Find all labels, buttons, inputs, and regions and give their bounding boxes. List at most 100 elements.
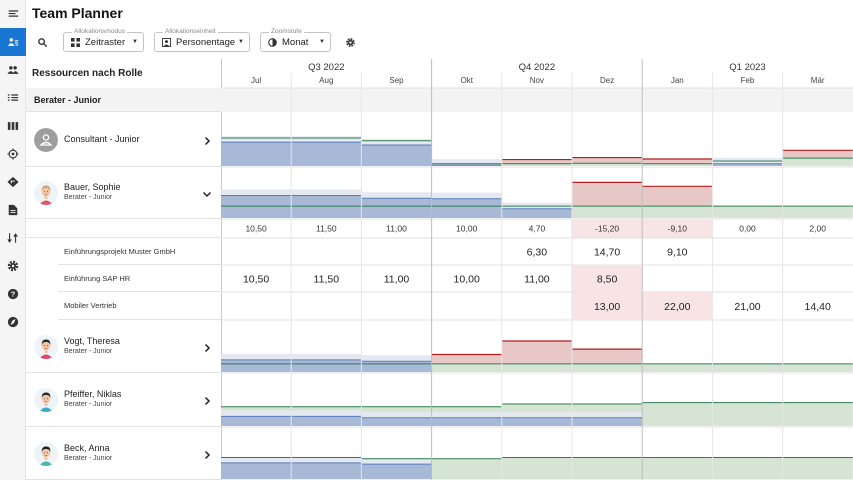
resource-role: Berater - Junior: [64, 401, 113, 408]
resource-role: Berater - Junior: [64, 454, 113, 462]
month-label: Dez: [600, 76, 614, 85]
resource-name: Vogt, Theresa: [64, 335, 120, 346]
chevron-right-icon[interactable]: [201, 134, 213, 146]
capacity-area: [642, 363, 713, 372]
assigned-buffer: [221, 353, 292, 360]
assigned-buffer: [501, 411, 572, 418]
overbooking-area: [572, 182, 643, 207]
project-row[interactable]: Mobiler Vertrieb: [58, 292, 221, 320]
resource-row[interactable]: Vogt, Theresa Berater - Junior: [26, 320, 221, 373]
allocation-value: 8,50: [597, 274, 618, 286]
resource-row[interactable]: Beck, Anna Berater - Junior: [26, 427, 221, 480]
allocation-mode-select[interactable]: Allokationsmodus Zeitraster ▼: [63, 27, 144, 52]
rail-button-gear[interactable]: [0, 252, 26, 280]
quarter-label: Q4 2022: [519, 62, 555, 73]
capacity-area: [712, 457, 783, 479]
assigned-buffer: [361, 411, 432, 418]
project-name: Einführung SAP HR: [64, 273, 131, 283]
quarter-label: Q1 2023: [729, 62, 765, 73]
rail-button-team-resources[interactable]: [0, 28, 26, 56]
project-row[interactable]: Einführung SAP HR: [58, 265, 221, 292]
assigned-area: [221, 142, 292, 166]
assigned-area: [431, 198, 502, 218]
assigned-buffer: [431, 411, 502, 418]
capacity-area: [712, 363, 783, 372]
zoom-select[interactable]: Zoomstufe Monat ▼: [260, 27, 331, 52]
month-label: Okt: [460, 76, 473, 85]
swap-icon: [7, 233, 18, 243]
assigned-area: [361, 417, 432, 426]
avatar: [34, 127, 58, 152]
rail-button-document[interactable]: [0, 196, 26, 224]
chevron-right-icon[interactable]: [201, 341, 213, 353]
resource-row[interactable]: Bauer, Sophie Berater - Junior: [26, 167, 221, 219]
assigned-buffer: [361, 458, 432, 465]
rail-button-people[interactable]: [0, 56, 26, 84]
avatar: [34, 388, 58, 412]
search-icon[interactable]: [33, 33, 51, 51]
resource-row[interactable]: Consultant - Junior: [26, 112, 221, 167]
capacity-area: [572, 163, 643, 166]
settings-gear-icon[interactable]: [341, 33, 359, 51]
month-label: Jul: [251, 76, 261, 85]
chevron-down-icon[interactable]: [201, 187, 213, 199]
assigned-buffer: [291, 136, 362, 143]
assigned-area: [221, 359, 292, 372]
month-label: Jan: [671, 76, 684, 85]
assigned-area: [291, 195, 362, 218]
allocation-value: 13,00: [594, 301, 620, 313]
assigned-area: [291, 359, 362, 372]
capacity-area: [572, 457, 643, 479]
resource-column: Ressourcen nach Rolle Berater - Junior C…: [26, 59, 221, 480]
negative-cell: [642, 219, 713, 238]
page-title: Team Planner: [32, 5, 123, 21]
rail-button-menu[interactable]: [0, 0, 26, 28]
resource-row[interactable]: Pfeiffer, Niklas Berater - Junior: [26, 373, 221, 427]
overbooked-cell: [642, 292, 713, 320]
timeline-grid: Q3 2022 Q4 2022 Q1 2023 Jul Aug Sep Okt Nov Dez J…: [221, 59, 853, 480]
negative-cell: [572, 219, 643, 238]
allocation-unit-select[interactable]: Allokationseinheit Personentage ▼: [154, 27, 250, 52]
chevron-down-icon: ▼: [319, 39, 325, 45]
rail-button-help[interactable]: ?: [0, 280, 26, 308]
chevron-right-icon[interactable]: [201, 448, 213, 460]
rail-button-board[interactable]: [0, 112, 26, 140]
assigned-area: [361, 144, 432, 166]
group-header[interactable]: Berater - Junior: [26, 88, 221, 112]
rail-button-swap[interactable]: [0, 224, 26, 252]
chevron-right-icon[interactable]: [201, 394, 213, 406]
help-icon: ?: [7, 288, 19, 300]
chevron-down-icon: ▼: [238, 39, 244, 45]
capacity-area: [782, 457, 853, 479]
avatar: [34, 181, 58, 205]
rail-button-list[interactable]: [0, 84, 26, 112]
rail-button-explore[interactable]: [0, 308, 26, 336]
allocation-mode-value: Zeitraster: [85, 36, 126, 48]
resource-name: Bauer, Sophie: [64, 182, 121, 192]
assigned-buffer: [431, 192, 502, 199]
capacity-area: [501, 457, 572, 479]
assigned-area: [501, 208, 572, 218]
project-name: Mobiler Vertrieb: [64, 301, 117, 310]
total-value: 4,70: [529, 224, 546, 234]
capacity-area: [782, 402, 853, 426]
group-band: [221, 88, 853, 112]
rail-button-navigation[interactable]: [0, 168, 26, 196]
total-value: 11,00: [386, 224, 407, 234]
total-value: 10,50: [245, 224, 267, 234]
avatar: [34, 441, 58, 466]
allocation-unit-value: Personentage: [176, 36, 236, 48]
month-label: Sep: [389, 76, 404, 85]
project-row[interactable]: Einführungsprojekt Muster GmbH: [58, 238, 221, 265]
capacity-area: [501, 163, 572, 166]
capacity-area: [642, 402, 713, 426]
capacity-area: [782, 158, 853, 166]
assigned-area: [361, 361, 432, 372]
document-icon: [8, 204, 18, 216]
resources-header: Ressourcen nach Rolle: [32, 68, 143, 79]
assigned-buffer: [431, 159, 502, 166]
rail-button-target[interactable]: [0, 140, 26, 168]
grid-icon: [71, 37, 80, 47]
allocation-unit-label: Allokationseinheit: [163, 27, 218, 36]
capacity-area: [782, 206, 853, 218]
